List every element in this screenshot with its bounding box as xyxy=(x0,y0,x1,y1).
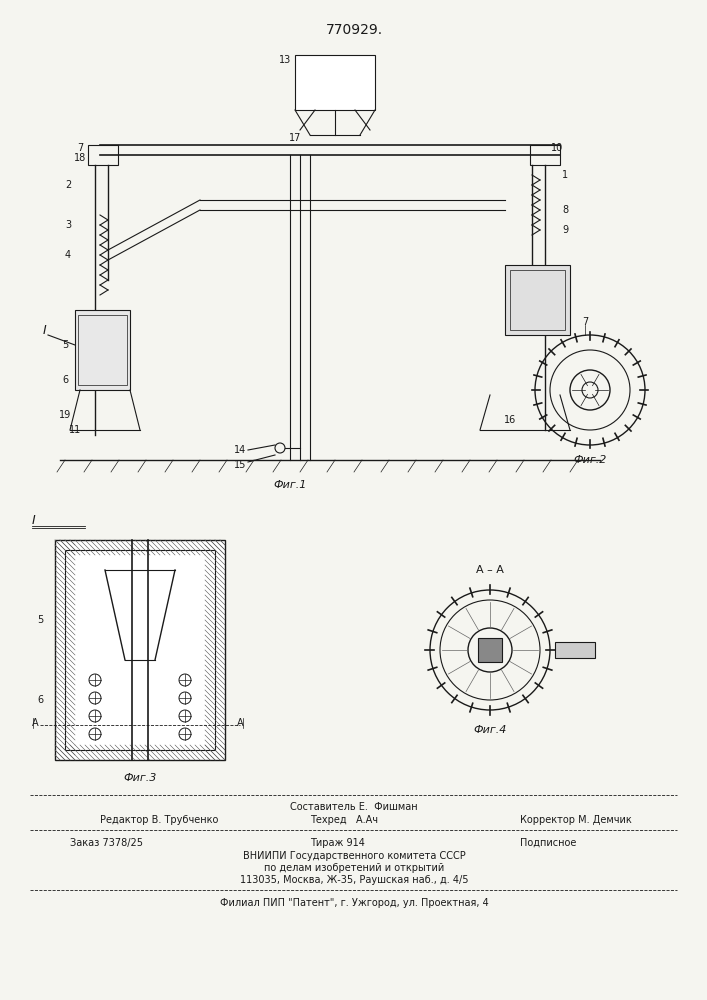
Text: Подписное: Подписное xyxy=(520,838,576,848)
Text: 9: 9 xyxy=(562,225,568,235)
Text: Фиг.1: Фиг.1 xyxy=(274,480,307,490)
Bar xyxy=(478,638,502,662)
Bar xyxy=(88,145,118,165)
Bar xyxy=(55,540,225,760)
Text: 8: 8 xyxy=(562,205,568,215)
Bar xyxy=(510,270,565,330)
Bar xyxy=(75,310,130,390)
Text: A: A xyxy=(32,718,38,728)
Text: 14: 14 xyxy=(234,445,246,455)
Text: I: I xyxy=(43,324,47,336)
Text: 16: 16 xyxy=(504,415,516,425)
Text: ВНИИПИ Государственного комитета СССР: ВНИИПИ Государственного комитета СССР xyxy=(243,851,465,861)
Text: Техред   А.Ач: Техред А.Ач xyxy=(310,815,378,825)
Text: 6: 6 xyxy=(37,695,43,705)
Text: 10: 10 xyxy=(551,143,563,153)
Text: Заказ 7378/25: Заказ 7378/25 xyxy=(70,838,143,848)
Text: 5: 5 xyxy=(37,615,43,625)
Text: 2: 2 xyxy=(65,180,71,190)
Bar xyxy=(505,265,570,335)
Text: 15: 15 xyxy=(234,460,246,470)
Text: 11: 11 xyxy=(69,425,81,435)
Text: 113035, Москва, Ж-35, Раушская наб., д. 4/5: 113035, Москва, Ж-35, Раушская наб., д. … xyxy=(240,875,468,885)
Text: 5: 5 xyxy=(62,340,68,350)
Bar xyxy=(65,550,215,750)
Text: 7: 7 xyxy=(582,317,588,327)
Text: Составитель Е.  Фишман: Составитель Е. Фишман xyxy=(290,802,418,812)
Text: Редактор В. Трубченко: Редактор В. Трубченко xyxy=(100,815,218,825)
Text: 18: 18 xyxy=(74,153,86,163)
Bar xyxy=(295,55,375,110)
Text: 19: 19 xyxy=(59,410,71,420)
Text: 3: 3 xyxy=(65,220,71,230)
Text: 17: 17 xyxy=(289,133,301,143)
Text: 7: 7 xyxy=(77,143,83,153)
Text: Фиг.3: Фиг.3 xyxy=(123,773,157,783)
Text: Тираж 914: Тираж 914 xyxy=(310,838,365,848)
Bar xyxy=(555,642,595,658)
Text: Корректор М. Демчик: Корректор М. Демчик xyxy=(520,815,632,825)
Text: по делам изобретений и открытий: по делам изобретений и открытий xyxy=(264,863,444,873)
Text: Филиал ПИП "Патент", г. Ужгород, ул. Проектная, 4: Филиал ПИП "Патент", г. Ужгород, ул. Про… xyxy=(220,898,489,908)
Text: I: I xyxy=(32,514,36,526)
Text: 770929.: 770929. xyxy=(325,23,382,37)
Text: А – А: А – А xyxy=(476,565,504,575)
Text: 13: 13 xyxy=(279,55,291,65)
Text: 4: 4 xyxy=(65,250,71,260)
Text: A: A xyxy=(237,718,243,728)
Text: Фиг.2: Фиг.2 xyxy=(573,455,607,465)
Text: Фиг.4: Фиг.4 xyxy=(473,725,507,735)
Bar xyxy=(78,315,127,385)
Text: 1: 1 xyxy=(562,170,568,180)
Text: 6: 6 xyxy=(62,375,68,385)
Bar xyxy=(530,145,560,165)
